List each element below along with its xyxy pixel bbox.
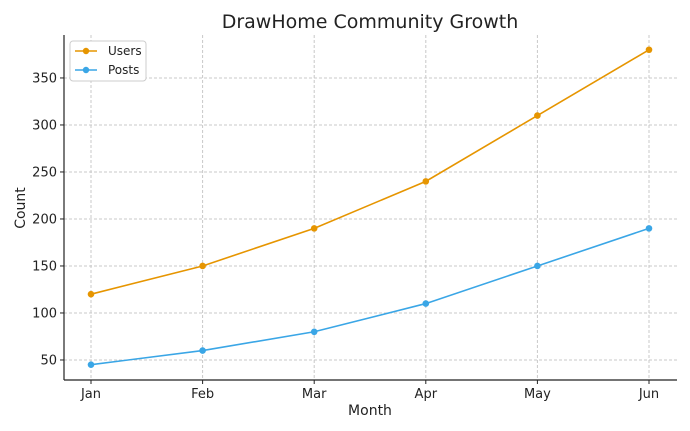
x-tick-label: May <box>524 387 551 402</box>
data-point-users <box>199 262 206 270</box>
data-point-posts <box>310 328 318 336</box>
data-point-posts <box>199 347 206 354</box>
y-tick-label: 250 <box>32 165 57 180</box>
data-point-posts <box>645 225 653 232</box>
x-tick-label: Jun <box>638 387 659 402</box>
legend: Users Posts <box>69 40 147 82</box>
legend-users-marker <box>82 47 90 55</box>
x-axis-label: Month <box>348 403 392 419</box>
y-tick-label: 150 <box>32 259 57 274</box>
series-line-posts <box>90 227 650 366</box>
data-point-users <box>87 290 95 298</box>
chart-title: DrawHome Community Growth <box>222 11 519 33</box>
data-point-users <box>310 225 318 232</box>
y-tick-label: 50 <box>40 353 57 368</box>
data-point-users <box>422 178 430 185</box>
data-point-posts <box>534 262 541 270</box>
y-tick-label: 300 <box>32 118 57 133</box>
y-tick-label: 350 <box>32 71 57 86</box>
data-point-posts <box>422 300 430 307</box>
series-line-users <box>90 49 650 295</box>
x-tick-label: Mar <box>302 387 327 402</box>
legend-posts-marker <box>82 66 90 74</box>
x-tick-label: Feb <box>191 387 214 402</box>
y-tick-label: 100 <box>32 306 57 321</box>
legend-users-label: Users <box>108 44 142 58</box>
data-point-users <box>534 112 541 119</box>
legend-posts-label: Posts <box>108 63 139 77</box>
x-tick-label: Jan <box>80 387 101 402</box>
data-point-users <box>645 46 653 54</box>
y-tick-label: 200 <box>32 212 57 227</box>
y-axis-label: Count <box>13 187 29 229</box>
data-point-posts <box>87 361 95 368</box>
x-tick-label: Apr <box>415 387 438 402</box>
